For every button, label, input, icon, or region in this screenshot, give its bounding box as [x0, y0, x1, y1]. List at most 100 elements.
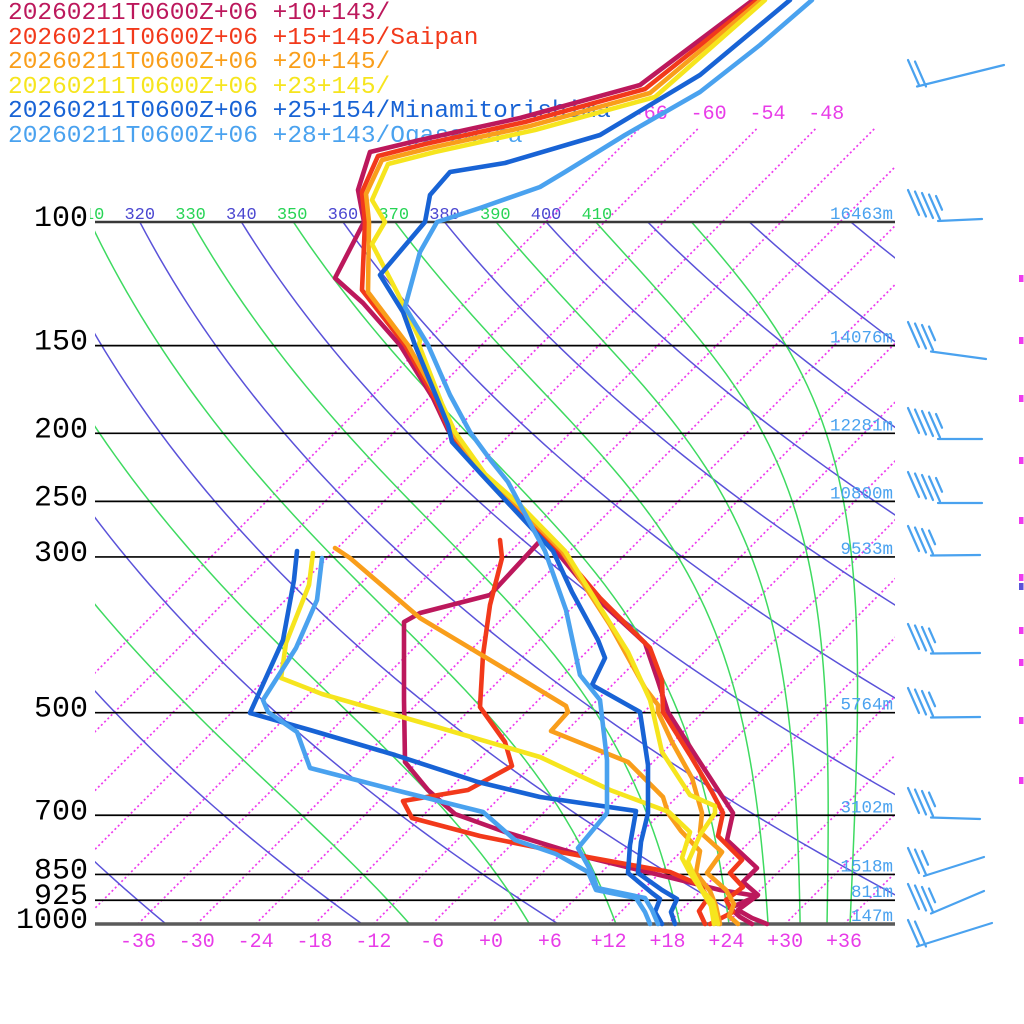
- wind-barb-2: [906, 320, 988, 361]
- barb-stroke: [920, 625, 935, 654]
- edge-tick-5: [1019, 574, 1024, 581]
- dry-adiabat-300K: [95, 332, 756, 924]
- height-label-1000: 147m: [851, 907, 893, 927]
- height-label-700: 3102m: [840, 798, 893, 818]
- isotherm-line--48: [95, 128, 817, 851]
- isotherm-bottom-label-6: +6: [538, 931, 562, 954]
- barb-stroke: [920, 849, 930, 866]
- barb-stroke: [913, 526, 928, 554]
- dry-adiabat-380K: [443, 222, 895, 606]
- moist-adiabat-label-410: 410: [582, 206, 613, 225]
- isotherm-bottom-label--6: -6: [420, 931, 444, 954]
- pressure-label-100: 100: [34, 202, 88, 236]
- barb-stroke: [934, 412, 944, 429]
- isotherm-line-30: [784, 812, 895, 924]
- dewpoint-trace-minamitorishima: [247, 548, 665, 927]
- barb-stroke: [934, 476, 944, 493]
- moist-adiabat-label-330: 330: [175, 206, 206, 225]
- wind-barb-8: [906, 786, 982, 821]
- pressure-label-1000: 1000: [16, 904, 88, 938]
- barb-staff: [929, 889, 986, 915]
- wind-barb-column: [906, 58, 1006, 948]
- edge-tick-3: [1019, 457, 1024, 464]
- pressure-label-150: 150: [34, 326, 88, 360]
- isotherm-bottom-label--18: -18: [296, 931, 332, 954]
- isotherm-line-6: [549, 577, 895, 924]
- isotherm-line--54: [95, 128, 759, 792]
- barb-staff: [929, 651, 982, 655]
- barb-stroke: [927, 475, 942, 503]
- edge-tick-7: [1019, 627, 1024, 634]
- isotherm-bottom-label--30: -30: [179, 931, 215, 954]
- barb-stroke: [913, 190, 928, 218]
- barb-staff: [922, 855, 986, 878]
- moist-adiabat-350K: [292, 222, 730, 924]
- height-label-150: 14076m: [830, 329, 893, 349]
- pressure-label-500: 500: [34, 693, 88, 727]
- barb-stroke: [913, 848, 928, 876]
- isotherm-line--12: [372, 401, 895, 924]
- isotherm-line--42: [95, 128, 876, 910]
- isotherm-line--6: [431, 459, 895, 924]
- moist-adiabat-label-390: 390: [480, 206, 511, 225]
- moist-adiabat-390K: [495, 222, 801, 924]
- barb-stroke: [927, 193, 942, 221]
- pressure-label-850: 850: [34, 854, 88, 888]
- barb-stroke: [913, 60, 928, 88]
- wind-barb-6: [906, 622, 982, 655]
- barb-stroke: [906, 524, 921, 553]
- isotherm-labels: -36 -30 -24 -18 -12 -6 +0 +6 +12 +18 +24 +30 +36-66-…: [120, 103, 862, 954]
- isotherm-top-label--60: -60: [691, 103, 727, 126]
- edge-tick-1: [1019, 337, 1024, 344]
- isotherm-bottom-label--12: -12: [355, 931, 391, 954]
- dry-adiabat-420K: [646, 222, 895, 429]
- barb-stroke: [913, 408, 928, 436]
- legend-line-4: 20260211T0600Z+06 +23+145/: [8, 73, 391, 101]
- barb-stroke: [927, 691, 937, 708]
- isotherm-bottom-label--36: -36: [120, 931, 156, 954]
- barb-staff: [915, 921, 994, 948]
- isotherm-line--30: [196, 224, 895, 924]
- dry-adiabat-260K: [95, 689, 363, 924]
- barb-stroke: [920, 191, 935, 220]
- wind-barb-5: [906, 524, 982, 557]
- barb-stroke: [927, 887, 937, 904]
- edge-tick-4: [1019, 517, 1024, 524]
- dewpoint-trace-plus10plus143: [401, 538, 760, 927]
- dry-adiabat-label-400: 400: [531, 206, 562, 225]
- barb-stroke: [920, 323, 935, 352]
- isotherm-bottom-label-18: +18: [650, 931, 686, 954]
- barb-staff: [929, 553, 982, 557]
- isotherm-line--18: [313, 342, 895, 924]
- moist-adiabat-label-350: 350: [277, 206, 308, 225]
- isotherm-bottom-label-30: +30: [767, 931, 803, 954]
- moist-adiabat-270K: [95, 603, 411, 924]
- moist-adiabat-grid: [95, 222, 859, 924]
- barb-stroke: [920, 473, 935, 502]
- barb-stroke: [913, 322, 928, 350]
- temperature-trace-plus10plus143: [332, 0, 770, 927]
- isotherm-line-12: [608, 636, 895, 924]
- isotherm-top-label--48: -48: [808, 103, 844, 126]
- barb-staff: [936, 217, 984, 223]
- barb-stroke: [906, 846, 921, 875]
- height-label-100: 16463m: [830, 205, 893, 225]
- height-label-200: 12281m: [830, 416, 893, 436]
- edge-tick-0: [1019, 275, 1024, 282]
- dry-adiabat-400K: [545, 222, 895, 516]
- wind-barb-0: [906, 58, 1006, 88]
- isotherm-bottom-label-36: +36: [826, 931, 862, 954]
- dry-adiabat-grid: [95, 222, 895, 924]
- pressure-label-200: 200: [34, 413, 88, 447]
- barb-stroke: [920, 689, 935, 718]
- barb-stroke: [934, 194, 944, 211]
- pressure-label-925: 925: [34, 880, 88, 914]
- barb-staff: [929, 715, 982, 719]
- moist-adiabat-290K: [95, 425, 531, 924]
- edge-tick-8: [1019, 659, 1024, 666]
- barb-stroke: [927, 411, 942, 439]
- barb-stroke: [913, 624, 928, 652]
- barb-stroke: [906, 320, 921, 349]
- barb-stroke: [906, 58, 921, 87]
